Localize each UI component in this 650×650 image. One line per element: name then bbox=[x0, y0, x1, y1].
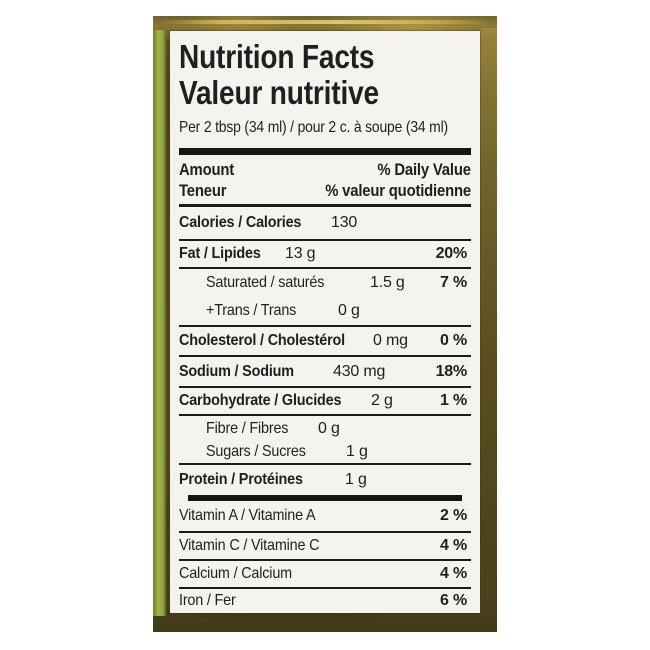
nutrient-amount: 0 mg bbox=[373, 332, 408, 349]
separator-thick-bottom bbox=[188, 495, 462, 501]
serving-size-text: Per 2 tbsp (34 ml) / pour 2 c. à soupe (… bbox=[179, 119, 448, 136]
title-french: Valeur nutritive bbox=[179, 75, 471, 111]
nutrient-name: Iron / Fer bbox=[179, 592, 236, 609]
gold-foil-highlight bbox=[159, 20, 491, 24]
row-vitamin-c: Vitamin C / Vitamine C 4 % bbox=[179, 533, 471, 561]
nutrient-name: +Trans / Trans bbox=[206, 302, 297, 319]
nutrient-name: Fibre / Fibres bbox=[206, 419, 289, 437]
daily-value-percent: 18% bbox=[435, 362, 468, 380]
nutrient-name: Calories / Calories bbox=[179, 214, 302, 231]
title-english: Nutrition Facts bbox=[179, 39, 471, 75]
row-iron: Iron / Fer 6 % bbox=[179, 589, 471, 613]
amount-label-fr: Teneur bbox=[179, 182, 227, 200]
header-line-french: Teneur % valeur quotidienne bbox=[179, 181, 471, 202]
daily-value-percent: 6 % bbox=[440, 592, 467, 609]
nutrient-amount: 2 g bbox=[371, 392, 393, 409]
nutrient-name: Carbohydrate / Glucides bbox=[179, 392, 342, 409]
daily-value-percent: 4 % bbox=[440, 565, 467, 582]
nutrient-name: Fat / Lipides bbox=[179, 245, 261, 262]
nutrient-amount: 1 g bbox=[346, 443, 368, 460]
nutrient-amount: 0 g bbox=[318, 419, 340, 437]
row-sodium: Sodium / Sodium 430 mg 18% bbox=[179, 357, 471, 388]
row-trans-fat: +Trans / Trans 0 g bbox=[179, 297, 471, 327]
nutrient-amount: 0 g bbox=[338, 302, 360, 319]
nutrient-name: Protein / Protéines bbox=[179, 471, 303, 488]
daily-value-percent: 4 % bbox=[440, 537, 467, 554]
daily-value-percent: 7 % bbox=[440, 274, 467, 291]
daily-value-percent: 2 % bbox=[440, 507, 467, 524]
daily-value-percent: 1 % bbox=[440, 392, 467, 409]
nutrient-name: Cholesterol / Cholestérol bbox=[179, 332, 345, 349]
daily-value-percent: 0 % bbox=[440, 332, 467, 349]
serving-size: Per 2 tbsp (34 ml) / pour 2 c. à soupe (… bbox=[179, 116, 471, 140]
title-block: Nutrition Facts Valeur nutritive Per 2 t… bbox=[170, 31, 480, 140]
row-saturated-fat: Saturated / saturés 1.5 g 7 % bbox=[179, 269, 471, 297]
row-vitamin-a: Vitamin A / Vitamine A 2 % bbox=[179, 501, 471, 533]
nutrient-name: Vitamin C / Vitamine C bbox=[179, 537, 320, 554]
nutrient-name: Vitamin A / Vitamine A bbox=[179, 507, 316, 524]
nutrient-name: Calcium / Calcium bbox=[179, 565, 292, 582]
nutrient-amount: 1 g bbox=[345, 471, 367, 488]
row-fibre: Fibre / Fibres 0 g bbox=[179, 416, 471, 441]
gold-foil-right-edge bbox=[480, 28, 497, 618]
daily-value-percent: 20% bbox=[435, 245, 468, 262]
row-carbohydrate: Carbohydrate / Glucides 2 g 1 % bbox=[179, 388, 471, 416]
green-label-edge bbox=[153, 30, 166, 616]
nutrient-name: Sugars / Sucres bbox=[206, 443, 306, 460]
title-french-text: Valeur nutritive bbox=[179, 74, 379, 111]
row-protein: Protein / Protéines 1 g bbox=[179, 465, 471, 495]
daily-value-label-fr: % valeur quotidienne bbox=[325, 182, 471, 200]
row-calcium: Calcium / Calcium 4 % bbox=[179, 561, 471, 589]
daily-value-label-en: % Daily Value bbox=[377, 161, 472, 179]
nutrient-amount: 13 g bbox=[285, 245, 316, 262]
row-sugars: Sugars / Sucres 1 g bbox=[179, 441, 471, 465]
nutrient-name: Saturated / saturés bbox=[206, 274, 325, 291]
nutrient-table: Calories / Calories 130 Fat / Lipides 13… bbox=[179, 207, 471, 613]
amount-dv-header: Amount % Daily Value Teneur % valeur quo… bbox=[179, 160, 471, 207]
nutrient-name: Sodium / Sodium bbox=[179, 362, 294, 380]
nutrition-facts-panel: Nutrition Facts Valeur nutritive Per 2 t… bbox=[170, 31, 480, 613]
amount-label-en: Amount bbox=[179, 161, 235, 179]
nutrient-amount: 130 bbox=[331, 214, 358, 231]
row-fat: Fat / Lipides 13 g 20% bbox=[179, 241, 471, 269]
nutrient-amount: 430 mg bbox=[333, 362, 386, 380]
header-line-english: Amount % Daily Value bbox=[179, 160, 471, 181]
title-english-text: Nutrition Facts bbox=[179, 38, 375, 75]
row-cholesterol: Cholesterol / Cholestérol 0 mg 0 % bbox=[179, 327, 471, 357]
nutrient-amount: 1.5 g bbox=[370, 274, 405, 291]
jar-label-background: Nutrition Facts Valeur nutritive Per 2 t… bbox=[153, 16, 497, 632]
row-calories: Calories / Calories 130 bbox=[179, 207, 471, 241]
separator-thick-top bbox=[179, 148, 471, 155]
